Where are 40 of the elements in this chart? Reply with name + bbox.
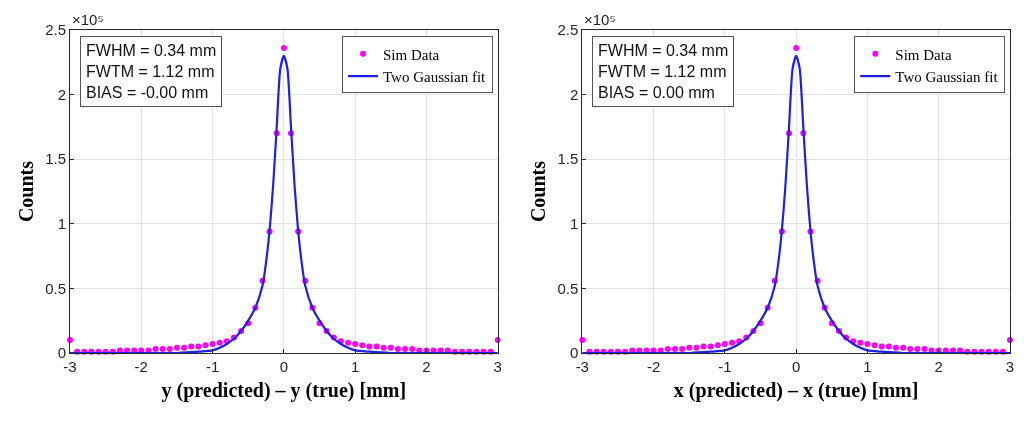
x-tick-label: -3 bbox=[63, 358, 77, 375]
y-tick-label: 0 bbox=[57, 344, 66, 362]
y-tick-label: 2 bbox=[569, 85, 579, 103]
x-tick-label: 2 bbox=[422, 358, 431, 375]
x-tick-label: 1 bbox=[350, 358, 360, 375]
annotation: BIAS = 0.00 mm bbox=[598, 83, 715, 101]
annotation: BIAS = -0.00 mm bbox=[86, 83, 209, 101]
annotation: FWHM = 0.34 mm bbox=[86, 42, 217, 59]
legend-label: Sim Data bbox=[383, 46, 440, 63]
y-tick-label: 2 bbox=[57, 85, 66, 103]
x-tick-label: -1 bbox=[718, 358, 732, 375]
legend-label: Two Gaussian fit bbox=[895, 69, 999, 86]
x-tick-label: -1 bbox=[205, 358, 220, 375]
y-axis-title: Counts bbox=[526, 160, 549, 223]
x-tick-label: -2 bbox=[134, 358, 148, 375]
x-tick-label: 3 bbox=[1005, 358, 1015, 375]
x-tick-label: 1 bbox=[863, 358, 872, 375]
x-axis-title: y (predicted) – y (true) [mm] bbox=[161, 378, 407, 402]
y-tick-label: 2.5 bbox=[45, 21, 66, 39]
text: ×10⁵ bbox=[72, 11, 104, 28]
annotation: FWTM = 1.12 mm bbox=[598, 62, 727, 80]
x-tick-label: 2 bbox=[934, 358, 943, 375]
x-tick-label: 0 bbox=[791, 358, 801, 375]
y-axis-title: Counts bbox=[14, 160, 37, 223]
annotation: FWTM = 1.12 mm bbox=[86, 62, 215, 80]
y-tick-label: 1.5 bbox=[557, 150, 579, 168]
text: ×10⁵ bbox=[584, 11, 616, 28]
annotation: FWHM = 0.34 mm bbox=[598, 42, 729, 59]
x-tick-label: -2 bbox=[646, 358, 661, 375]
legend-label: Two Gaussian fit bbox=[383, 69, 487, 86]
x-axis-title: x (predicted) – x (true) [mm] bbox=[673, 378, 919, 402]
y-tick-label: 0.5 bbox=[45, 279, 66, 297]
legend-label: Sim Data bbox=[895, 46, 952, 63]
x-tick-label: 0 bbox=[279, 358, 289, 375]
y-tick-label: 0.5 bbox=[557, 279, 579, 297]
y-tick-label: 2.5 bbox=[557, 21, 579, 39]
y-tick-label: 1.5 bbox=[45, 150, 66, 168]
x-tick-label: 3 bbox=[493, 358, 502, 375]
y-tick-label: 1 bbox=[569, 215, 579, 233]
y-tick-label: 1 bbox=[57, 215, 66, 233]
